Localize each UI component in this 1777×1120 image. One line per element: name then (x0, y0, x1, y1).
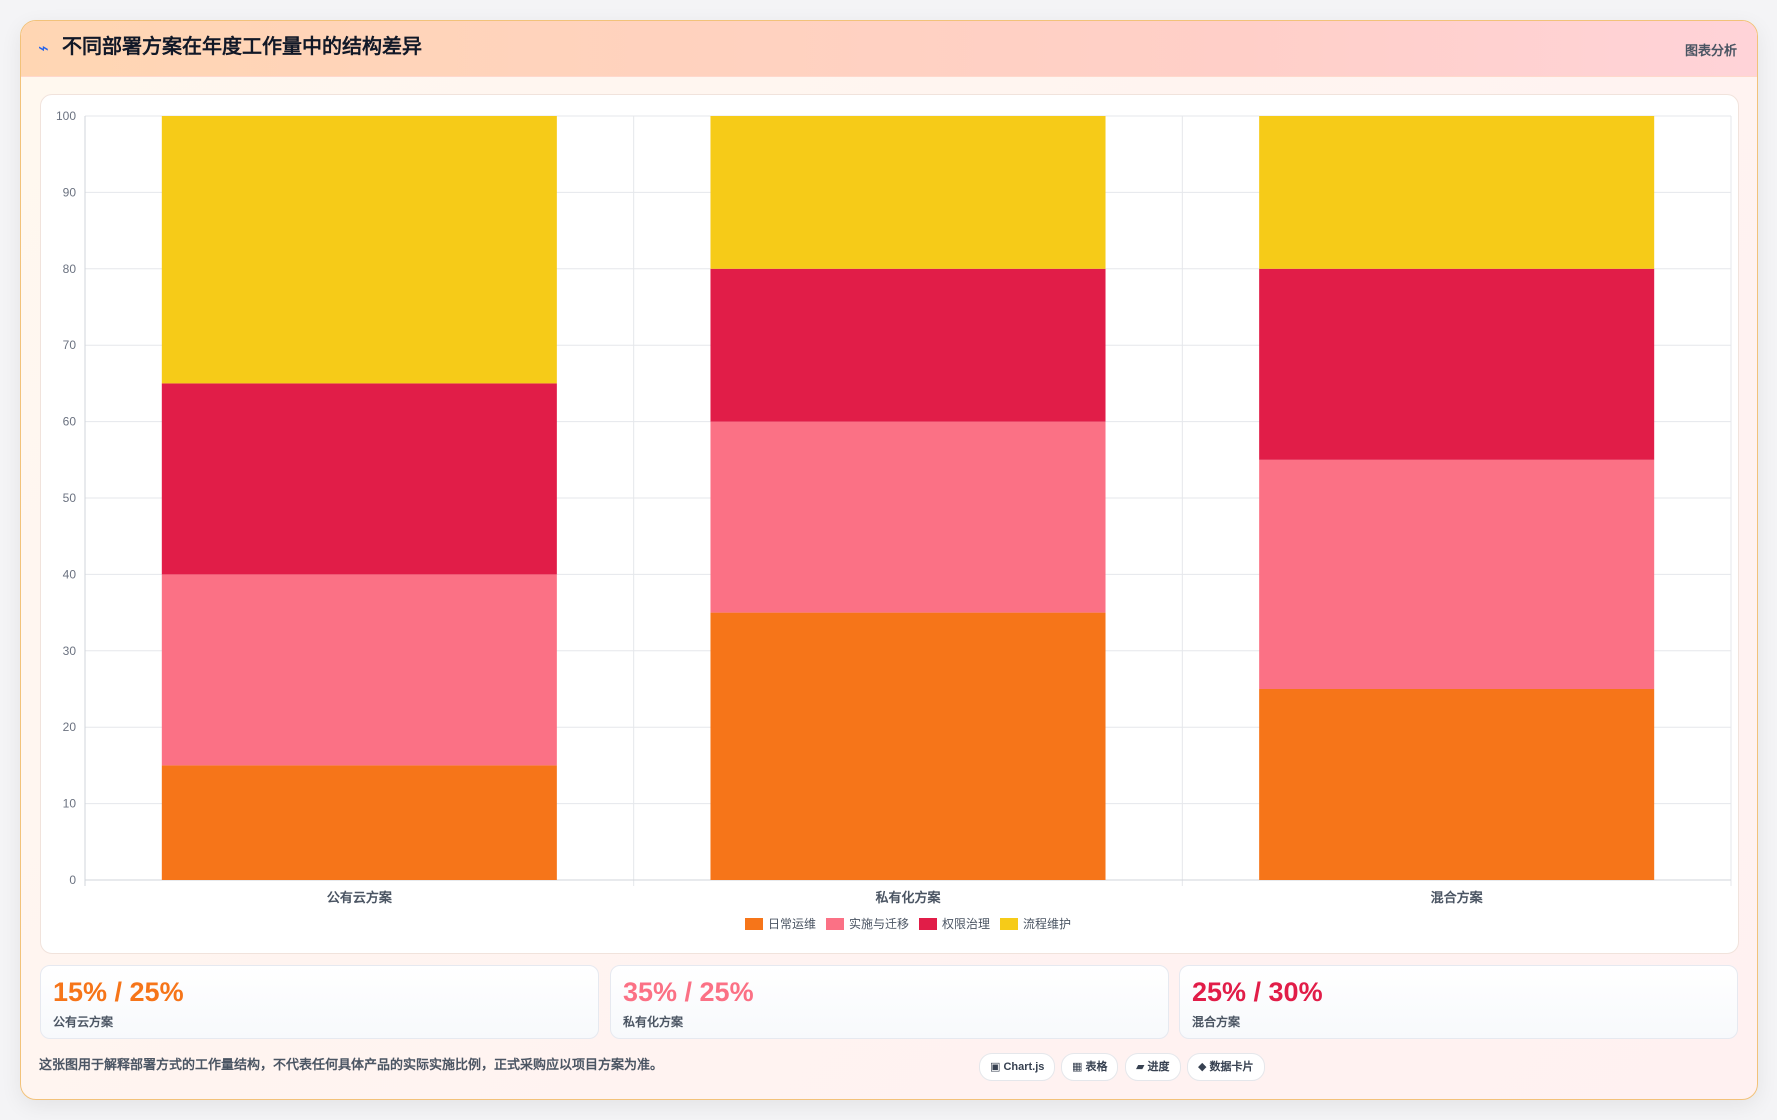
bar-segment (161, 383, 557, 575)
y-tick-label: 100 (56, 109, 76, 123)
bar-segment (161, 116, 557, 384)
card-header: ⌁ 不同部署方案在年度工作量中的结构差异 图表分析 (21, 21, 1757, 77)
chip-progress[interactable]: ▰ 进度 (1125, 1053, 1181, 1081)
kpi-label: 公有云方案 (53, 1015, 114, 1029)
stacked-bar-chart: 0 10 20 30 40 50 60 70 80 90 100 公有云方案 私有化方案 混合方案日常运维… (56, 109, 1732, 931)
y-tick-label: 0 (69, 873, 76, 887)
bar-segment (1259, 689, 1655, 880)
bar-segment (1259, 116, 1655, 269)
chart-card: ⌁ 不同部署方案在年度工作量中的结构差异 图表分析 0 10 20 30 40 50 60 7… (20, 20, 1758, 1100)
legend-swatch (1000, 918, 1018, 930)
bar-segment (161, 765, 557, 880)
wave-icon: ⌁ (38, 38, 49, 58)
chart-panel: 0 10 20 30 40 50 60 70 80 90 100 公有云方案 私有化方案 混合方案日常运维… (40, 94, 1739, 954)
kpi-card-private: 35% / 25% 私有化方案 (610, 965, 1169, 1039)
y-tick-label: 50 (63, 491, 77, 505)
y-tick-label: 90 (63, 185, 77, 199)
bar-segment (710, 268, 1106, 422)
kpi-value: 25% / 30% (1192, 977, 1323, 1007)
kpi-card-public-cloud: 15% / 25% 公有云方案 (40, 965, 599, 1039)
legend-swatch (745, 918, 763, 930)
chip-chartjs[interactable]: ▣ Chart.js (979, 1053, 1056, 1081)
kpi-value: 15% / 25% (53, 977, 184, 1007)
legend-swatch (919, 918, 937, 930)
bar-segment (710, 116, 1106, 269)
y-tick-label: 20 (63, 720, 77, 734)
y-tick-label: 80 (63, 262, 77, 276)
kpi-value: 35% / 25% (623, 977, 754, 1007)
y-tick-label: 60 (63, 415, 77, 429)
chart-title: 不同部署方案在年度工作量中的结构差异 (62, 36, 422, 58)
chip-data-card[interactable]: ◆ 数据卡片 (1187, 1053, 1265, 1081)
legend-label: 日常运维 (768, 917, 816, 931)
legend-label: 权限治理 (942, 917, 990, 931)
legend-swatch (826, 918, 844, 930)
kpi-label: 私有化方案 (623, 1015, 684, 1029)
x-tick-label: 公有云方案 (327, 890, 393, 905)
y-tick-label: 40 (63, 567, 77, 581)
y-tick-label: 10 (63, 797, 77, 811)
chip-table[interactable]: ▦ 表格 (1061, 1053, 1119, 1081)
footnote: 这张图用于解释部署方式的工作量结构，不代表任何具体产品的实际实施比例，正式采购应… (39, 1057, 664, 1072)
legend-label: 实施与迁移 (849, 916, 909, 931)
kpi-card-hybrid: 25% / 30% 混合方案 (1179, 965, 1738, 1039)
x-tick-label: 私有化方案 (875, 890, 941, 905)
bar-segment (161, 574, 557, 766)
legend-label: 流程维护 (1023, 916, 1071, 931)
kpi-label: 混合方案 (1192, 1015, 1241, 1029)
bar-segment (1259, 459, 1655, 689)
bar-segment (710, 612, 1106, 880)
bar-segment (710, 421, 1106, 613)
bar-segment (1259, 268, 1655, 460)
x-tick-label: 混合方案 (1431, 890, 1484, 905)
chart-analysis-tag: 图表分析 (1684, 43, 1737, 58)
y-tick-label: 70 (63, 338, 77, 352)
y-tick-label: 30 (63, 644, 77, 658)
